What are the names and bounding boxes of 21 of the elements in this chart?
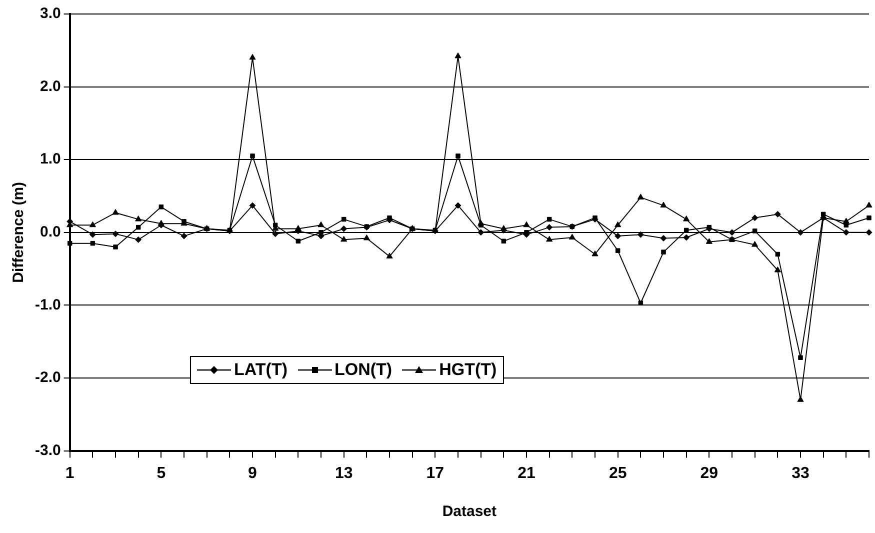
x-tick-label: 25 xyxy=(608,464,627,482)
y-axis-title: Difference (m) xyxy=(10,182,28,283)
y-tick-label: -1.0 xyxy=(34,296,61,314)
legend-label: LAT(T) xyxy=(234,360,288,380)
x-tick-label: 1 xyxy=(65,464,74,482)
y-tick-label: 3.0 xyxy=(40,5,61,22)
y-tick-label: -3.0 xyxy=(34,442,61,459)
x-axis-title: Dataset xyxy=(442,503,497,520)
x-tick-label: 13 xyxy=(334,464,353,482)
y-tick-label: 0.0 xyxy=(40,224,61,241)
x-tick-label: 21 xyxy=(518,464,536,482)
x-tick-label: 5 xyxy=(156,464,166,482)
y-tick-label: -2.0 xyxy=(34,369,61,386)
x-tick-label: 9 xyxy=(248,464,258,482)
y-tick-label: 1.0 xyxy=(40,150,61,168)
legend-label: HGT(T) xyxy=(439,360,497,380)
y-tick-label: 2.0 xyxy=(40,78,61,95)
x-tick-label: 29 xyxy=(700,464,718,482)
x-tick-label: 17 xyxy=(426,464,444,482)
legend-label: LON(T) xyxy=(334,360,392,380)
x-tick-label: 33 xyxy=(792,464,810,482)
